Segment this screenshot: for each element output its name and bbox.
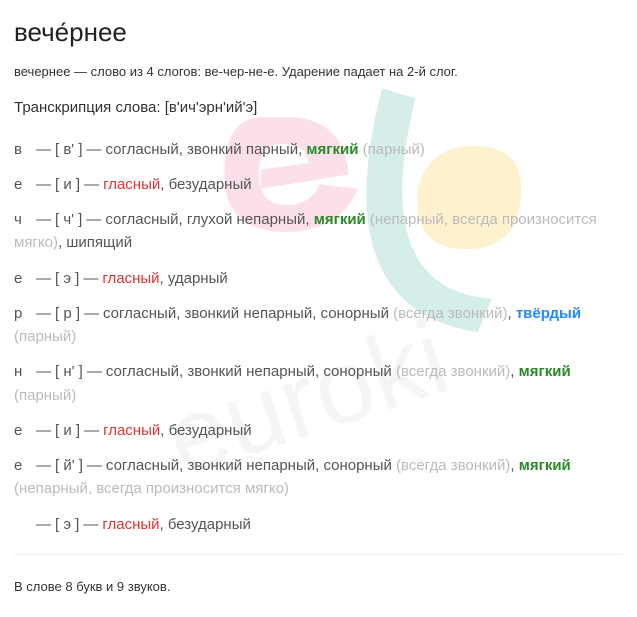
dash: — xyxy=(82,211,105,228)
phonetic-row: в—[ в' ]—согласный, звонкий парный, мягк… xyxy=(14,138,623,161)
phonetic-rows: в—[ в' ]—согласный, звонкий парный, мягк… xyxy=(14,138,623,536)
row-part: , xyxy=(507,305,515,322)
row-letter: ч xyxy=(14,208,32,231)
dash: — xyxy=(79,516,102,533)
row-part: твёрдый xyxy=(516,305,581,322)
dash: — xyxy=(83,141,106,158)
row-sound: [ э ] xyxy=(55,516,79,533)
row-part: гласный xyxy=(103,176,160,193)
dash: — xyxy=(83,457,106,474)
phonetic-row: е—[ й' ]—согласный, звонкий непарный, со… xyxy=(14,454,623,501)
row-part: , безударный xyxy=(160,422,251,439)
row-part: (всегда звонкий) xyxy=(396,363,510,380)
phonetic-row: е—[ и ]—гласный, безударный xyxy=(14,173,623,196)
row-letter: е xyxy=(14,419,32,442)
row-letter: р xyxy=(14,302,32,325)
phonetic-row: ч—[ ч' ]—согласный, глухой непарный, мяг… xyxy=(14,208,623,255)
row-part: согласный, глухой непарный, xyxy=(105,211,313,228)
dash: — xyxy=(80,176,103,193)
row-sound: [ в' ] xyxy=(55,141,83,158)
row-part: гласный xyxy=(103,422,160,439)
row-part: (непарный, всегда произносится мягко) xyxy=(14,480,289,497)
row-letter: е xyxy=(14,267,32,290)
row-part: согласный, звонкий непарный, сонорный xyxy=(106,457,396,474)
row-sound: [ э ] xyxy=(55,270,79,287)
row-part: мягкий xyxy=(306,141,358,158)
row-part: (всегда звонкий) xyxy=(393,305,507,322)
row-sound: [ р ] xyxy=(55,305,80,322)
row-part: согласный, звонкий непарный, сонорный xyxy=(106,363,396,380)
dash: — xyxy=(32,305,55,322)
row-sound: [ и ] xyxy=(55,422,80,439)
phonetic-row: е—[ э ]—гласный, ударный xyxy=(14,267,623,290)
transcription-line: Транскрипция слова: [в'ич'эрн'ий'э] xyxy=(14,96,623,119)
row-letter: е xyxy=(14,173,32,196)
row-part: (парный) xyxy=(14,387,76,404)
dash: — xyxy=(32,211,55,228)
row-part: (парный) xyxy=(358,141,424,158)
dash: — xyxy=(80,305,103,322)
dash: — xyxy=(83,363,106,380)
word-title: вече́рнее xyxy=(14,12,623,52)
row-part: , xyxy=(510,457,518,474)
row-part: , xyxy=(510,363,518,380)
phonetic-row: р—[ р ]—согласный, звонкий непарный, сон… xyxy=(14,302,623,349)
dash: — xyxy=(32,422,55,439)
dash: — xyxy=(32,141,55,158)
row-sound: [ й' ] xyxy=(55,457,83,474)
phonetic-row: е—[ и ]—гласный, безударный xyxy=(14,419,623,442)
row-letter: в xyxy=(14,138,32,161)
row-sound: [ н' ] xyxy=(55,363,83,380)
dash: — xyxy=(80,422,103,439)
row-letter: е xyxy=(14,454,32,477)
summary-count: В слове 8 букв и 9 звуков. xyxy=(14,577,623,597)
phonetic-row: н—[ н' ]—согласный, звонкий непарный, со… xyxy=(14,360,623,407)
row-letter: н xyxy=(14,360,32,383)
dash: — xyxy=(32,270,55,287)
row-part: согласный, звонкий парный, xyxy=(106,141,307,158)
row-part: , безударный xyxy=(160,516,251,533)
dash: — xyxy=(32,516,55,533)
row-part: мягкий xyxy=(314,211,366,228)
row-part: гласный xyxy=(102,270,159,287)
phonetic-row: —[ э ]—гласный, безударный xyxy=(14,513,623,536)
transcription-label: Транскрипция слова: xyxy=(14,99,165,116)
row-sound: [ и ] xyxy=(55,176,80,193)
row-sound: [ ч' ] xyxy=(55,211,82,228)
row-part: мягкий xyxy=(519,363,571,380)
transcription-value: [в'ич'эрн'ий'э] xyxy=(165,99,258,116)
row-part: (всегда звонкий) xyxy=(396,457,510,474)
dash: — xyxy=(79,270,102,287)
dash: — xyxy=(32,363,55,380)
row-part: гласный xyxy=(102,516,159,533)
separator xyxy=(14,554,623,555)
row-part: мягкий xyxy=(519,457,571,474)
row-part: , ударный xyxy=(160,270,228,287)
row-part: , безударный xyxy=(160,176,251,193)
row-part: согласный, звонкий непарный, сонорный xyxy=(103,305,393,322)
row-part: (парный) xyxy=(14,328,76,345)
dash: — xyxy=(32,176,55,193)
syllable-info: вечернее — слово из 4 слогов: ве-чер-не-… xyxy=(14,62,623,82)
row-part: , шипящий xyxy=(58,234,132,251)
dash: — xyxy=(32,457,55,474)
